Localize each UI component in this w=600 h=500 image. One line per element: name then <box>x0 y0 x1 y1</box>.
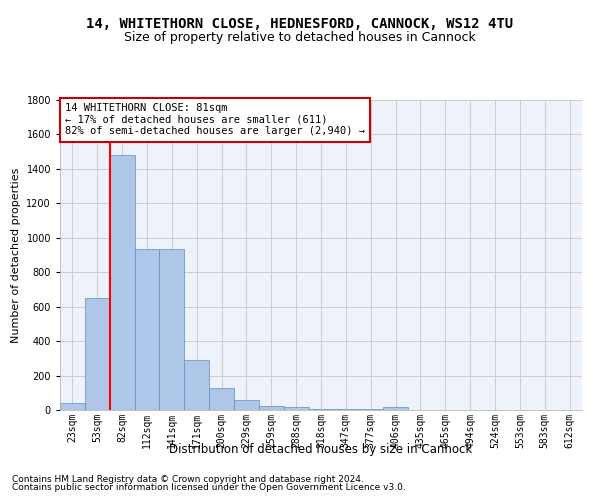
Bar <box>358 409 383 410</box>
Bar <box>234 400 259 410</box>
Bar <box>284 408 308 410</box>
Bar <box>308 409 334 410</box>
Text: 14 WHITETHORN CLOSE: 81sqm
← 17% of detached houses are smaller (611)
82% of sem: 14 WHITETHORN CLOSE: 81sqm ← 17% of deta… <box>65 103 365 136</box>
Text: Contains public sector information licensed under the Open Government Licence v3: Contains public sector information licen… <box>12 484 406 492</box>
Bar <box>134 249 160 410</box>
Text: Size of property relative to detached houses in Cannock: Size of property relative to detached ho… <box>124 31 476 44</box>
Bar <box>334 409 358 410</box>
Bar <box>383 408 408 410</box>
Text: Contains HM Land Registry data © Crown copyright and database right 2024.: Contains HM Land Registry data © Crown c… <box>12 475 364 484</box>
Y-axis label: Number of detached properties: Number of detached properties <box>11 168 21 342</box>
Bar <box>259 406 284 410</box>
Bar <box>160 249 184 410</box>
Bar <box>60 403 85 410</box>
Bar <box>110 155 134 410</box>
Text: 14, WHITETHORN CLOSE, HEDNESFORD, CANNOCK, WS12 4TU: 14, WHITETHORN CLOSE, HEDNESFORD, CANNOC… <box>86 18 514 32</box>
Bar <box>209 388 234 410</box>
Bar <box>85 298 110 410</box>
Text: Distribution of detached houses by size in Cannock: Distribution of detached houses by size … <box>169 442 473 456</box>
Bar <box>184 360 209 410</box>
